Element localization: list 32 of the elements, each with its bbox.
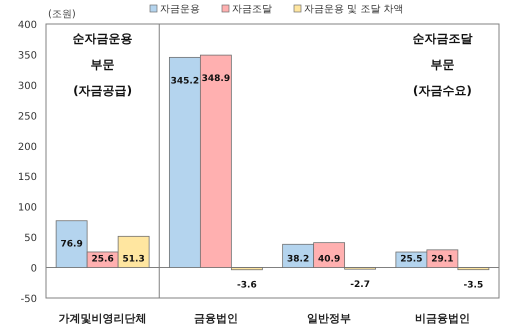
legend-label: 자금운용 및 조달 차액	[304, 4, 404, 15]
data-label: -2.7	[350, 280, 370, 290]
data-label: 348.9	[202, 74, 230, 84]
data-label: -3.5	[464, 280, 484, 291]
annotation: 순자금운용 부문 (자금공급)	[72, 31, 133, 98]
y-axis-title: (조원)	[48, 9, 76, 20]
y-tick-label: 150	[18, 172, 37, 184]
y-tick-label: 300	[18, 80, 37, 92]
y-tick-label: 100	[18, 202, 37, 214]
y-tick-label: -50	[20, 294, 37, 305]
x-tick-label: 금융법인	[194, 312, 238, 325]
y-tick-label: 0	[30, 264, 37, 275]
y-tick-label: 400	[18, 20, 37, 31]
legend-label: 자금운용	[160, 4, 200, 15]
data-label: 29.1	[431, 254, 454, 265]
data-label: 25.5	[400, 254, 422, 265]
data-label: -3.6	[237, 280, 257, 291]
annotation: 순자금조달 부문 (자금수요)	[412, 31, 472, 98]
data-label: 51.3	[122, 254, 145, 265]
y-tick-label: 350	[18, 50, 37, 62]
data-label: 76.9	[60, 240, 83, 250]
data-label: 38.2	[287, 254, 310, 265]
y-tick-label: 200	[18, 142, 37, 153]
x-tick-label: 가계및비영리단체	[58, 312, 147, 325]
y-tick-label: 250	[18, 111, 37, 122]
legend-label: 자금조달	[232, 4, 272, 15]
data-label: 25.6	[92, 254, 114, 265]
x-tick-label: 비금융법인	[414, 312, 470, 325]
y-tick-label: 50	[24, 233, 37, 244]
data-label: 345.2	[170, 76, 200, 86]
data-label: 40.9	[318, 254, 340, 265]
x-tick-label: 일반정부	[307, 312, 352, 325]
